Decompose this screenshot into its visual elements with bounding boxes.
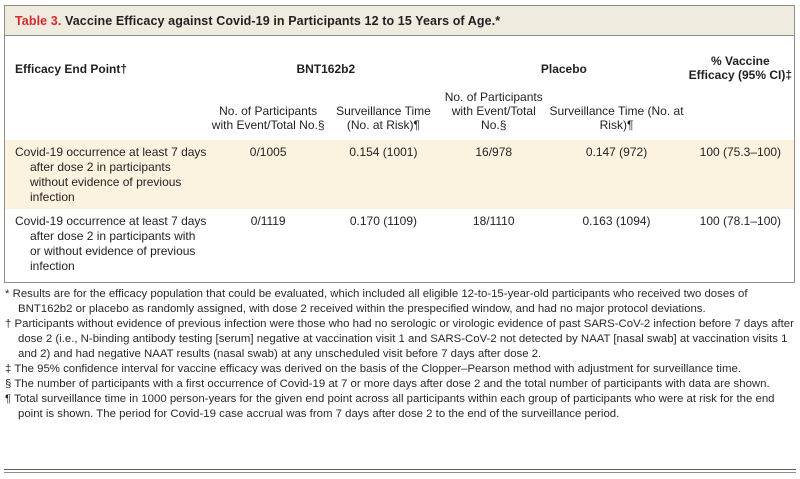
table-card: Table 3. Vaccine Efficacy against Covid-… <box>4 5 795 283</box>
subheader-placebo-participants: No. of Participants with Event/Total No.… <box>444 90 543 132</box>
table-number-label: Table 3. <box>15 14 62 28</box>
subheader-placebo-surveillance: Surveillance Time (No. at Risk)¶ <box>549 104 684 132</box>
table-row: Covid-19 occurrence at least 7 days afte… <box>5 140 794 209</box>
footnote-text: Total surveillance time in 1000 person-y… <box>14 393 775 420</box>
efficacy-cell: 100 (75.3–100) <box>699 145 782 159</box>
table-row: Covid-19 occurrence at least 7 days afte… <box>5 209 794 282</box>
col-header-vaccine-efficacy-text: % Vaccine Efficacy (95% CI)‡ <box>688 54 793 82</box>
footnote-marker: * <box>5 288 10 300</box>
col-header-vaccine-efficacy: % Vaccine Efficacy (95% CI)‡ <box>687 36 794 140</box>
subheader-bnt-surveillance: Surveillance Time (No. at Risk)¶ <box>336 104 431 132</box>
bnt-events-cell: 0/1119 <box>250 214 286 228</box>
footnote-asterisk: * Results are for the efficacy populatio… <box>5 287 794 317</box>
endpoint-cell: Covid-19 occurrence at least 7 days afte… <box>5 209 211 282</box>
placebo-surveillance-cell: 0.163 (1094) <box>582 214 651 228</box>
subheader-bnt-participants: No. of Participants with Event/Total No.… <box>211 104 325 132</box>
col-header-efficacy-end-point: Efficacy End Point† <box>15 62 128 76</box>
table-header: Efficacy End Point† BNT162b2 Placebo % V… <box>5 36 794 140</box>
bottom-double-rule <box>4 469 796 473</box>
footnote-text: The 95% confidence interval for vaccine … <box>14 363 741 375</box>
footnote-pilcrow: ¶ Total surveillance time in 1000 person… <box>5 392 794 422</box>
placebo-events-cell: 18/1110 <box>472 214 515 228</box>
group-header-row: Efficacy End Point† BNT162b2 Placebo % V… <box>5 36 794 84</box>
endpoint-text: Covid-19 occurrence at least 7 days afte… <box>15 145 207 204</box>
footnote-section-mark: § The number of participants with a firs… <box>5 377 794 392</box>
footnote-marker: † <box>5 318 12 330</box>
footnote-dagger: † Participants without evidence of previ… <box>5 317 794 362</box>
endpoint-text: Covid-19 occurrence at least 7 days afte… <box>15 214 207 273</box>
footnote-text: Results are for the efficacy population … <box>12 288 748 315</box>
endpoint-cell: Covid-19 occurrence at least 7 days afte… <box>5 140 211 209</box>
sub-header-row: No. of Participants with Event/Total No.… <box>5 84 794 140</box>
table-title-text: Vaccine Efficacy against Covid-19 in Par… <box>65 14 501 28</box>
table-title: Table 3. Vaccine Efficacy against Covid-… <box>5 6 794 36</box>
col-header-placebo: Placebo <box>540 62 587 76</box>
footnotes-section: * Results are for the efficacy populatio… <box>5 287 794 422</box>
efficacy-cell: 100 (78.1–100) <box>699 214 782 228</box>
footnote-marker: § <box>5 378 12 390</box>
col-header-bnt162b2: BNT162b2 <box>296 62 356 76</box>
bnt-surveillance-cell: 0.154 (1001) <box>349 145 418 159</box>
footnote-marker: ‡ <box>5 363 12 375</box>
efficacy-table: Efficacy End Point† BNT162b2 Placebo % V… <box>5 36 794 282</box>
bnt-surveillance-cell: 0.170 (1109) <box>349 214 418 228</box>
bnt-events-cell: 0/1005 <box>249 145 287 159</box>
footnote-double-dagger: ‡ The 95% confidence interval for vaccin… <box>5 362 794 377</box>
footnote-marker: ¶ <box>5 393 12 405</box>
placebo-surveillance-cell: 0.147 (972) <box>585 145 648 159</box>
footnote-text: Participants without evidence of previou… <box>14 318 794 360</box>
footnote-text: The number of participants with a first … <box>14 378 770 390</box>
placebo-events-cell: 16/978 <box>475 145 513 159</box>
